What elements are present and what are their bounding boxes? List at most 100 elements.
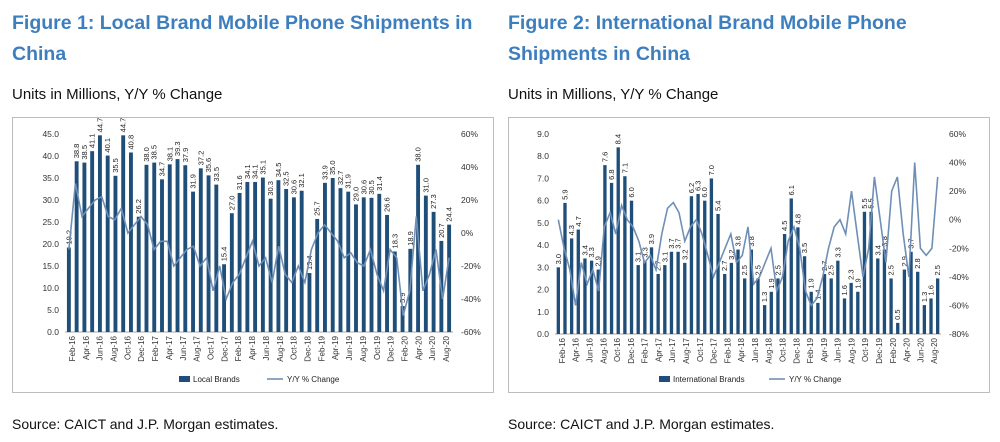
data-label: 31.0 [421, 178, 430, 193]
x-tick-label: Aug-19 [359, 335, 368, 361]
y-right-tick-label: 40% [949, 158, 966, 168]
x-tick-label: Apr-19 [331, 335, 340, 360]
x-tick-label: Oct-18 [778, 337, 787, 362]
data-label: 44.7 [119, 118, 128, 132]
bar [136, 216, 141, 332]
bar [400, 306, 405, 332]
data-label: 6.0 [700, 187, 709, 197]
x-tick-label: Apr-17 [165, 335, 174, 360]
legend-line-label: Y/Y % Change [789, 375, 842, 384]
data-label: 38.5 [80, 145, 89, 160]
bar [237, 192, 242, 332]
data-label: 1.6 [840, 285, 849, 295]
x-tick-label: Apr-16 [572, 337, 581, 362]
legend-bar-swatch [659, 376, 670, 382]
data-label: 4.8 [793, 214, 802, 224]
x-tick-label: Jun-18 [751, 337, 760, 362]
bar [423, 195, 428, 332]
x-tick-label: Oct-16 [123, 335, 132, 360]
bar [882, 249, 887, 334]
data-label: 41.1 [88, 134, 97, 149]
data-label: 31.9 [344, 174, 353, 189]
y-left-tick-label: 45.0 [42, 129, 59, 139]
x-tick-label: Apr-20 [903, 337, 912, 362]
data-label: 34.5 [274, 163, 283, 178]
bar [669, 251, 674, 334]
y-right-tick-label: 0% [949, 215, 962, 225]
data-label: 3.3 [833, 247, 842, 257]
data-label: 4.3 [567, 225, 576, 235]
x-tick-label: Apr-17 [654, 337, 663, 362]
x-tick-label: Aug-16 [110, 335, 119, 361]
x-tick-label: Apr-20 [414, 335, 423, 360]
bar [90, 151, 95, 332]
data-label: 3.2 [680, 249, 689, 259]
bar [589, 260, 594, 334]
data-label: 5.4 [714, 201, 723, 211]
bar [689, 196, 694, 334]
data-label: 2.5 [827, 265, 836, 275]
y-right-tick-label: -40% [949, 272, 969, 282]
data-label: 25.7 [313, 201, 322, 216]
bar [377, 193, 382, 332]
data-label: 3.0 [554, 254, 563, 264]
bar [97, 135, 102, 332]
data-label: 2.8 [913, 258, 922, 268]
data-label: 27.0 [227, 196, 236, 211]
bar [816, 302, 820, 334]
x-tick-label: Apr-18 [737, 337, 746, 362]
data-label: 38.0 [414, 147, 423, 162]
y-left-tick-label: 9.0 [537, 129, 549, 139]
data-label: 31.6 [235, 175, 244, 190]
y-right-tick-label: -20% [949, 243, 969, 253]
y-left-tick-label: 1.0 [537, 307, 549, 317]
yoy-change-line [68, 183, 450, 316]
data-label: 3.5 [800, 243, 809, 253]
data-label: 3.8 [747, 236, 756, 246]
y-left-tick-label: 40.0 [42, 151, 59, 161]
data-label: 19.2 [64, 230, 73, 245]
x-tick-label: Dec-16 [137, 335, 146, 361]
bar [663, 265, 667, 334]
yoy-change-line [557, 162, 939, 307]
x-tick-label: Jun-16 [585, 337, 594, 362]
data-label: 2.5 [740, 265, 749, 275]
x-tick-label: Aug-20 [930, 337, 939, 363]
data-label: 31.9 [189, 174, 198, 189]
data-label: 4.5 [780, 221, 789, 231]
bar [198, 168, 203, 332]
bar [782, 234, 787, 334]
bar [822, 274, 827, 334]
bar [392, 251, 397, 332]
bar [616, 147, 620, 334]
data-label: 8.4 [614, 134, 623, 144]
data-label: 7.0 [707, 165, 716, 175]
x-tick-label: Oct-16 [613, 337, 622, 362]
data-label: 3.4 [580, 245, 589, 255]
data-label: 5.9 [560, 189, 569, 199]
chart-frame: 0.0 5.0 10.0 15.0 20.0 25.0 30.0 35.0 40.0 45.0 -6… [12, 117, 494, 393]
bar [762, 305, 767, 334]
x-tick-label: Aug-17 [193, 335, 202, 361]
data-label: 3.1 [660, 252, 669, 262]
x-tick-label: Aug-18 [765, 337, 774, 363]
bar [729, 262, 734, 334]
data-label: 27.3 [429, 194, 438, 209]
x-tick-label: Oct-19 [373, 335, 382, 360]
bar [636, 265, 640, 334]
bar [276, 180, 281, 332]
x-tick-label: Jun-20 [916, 337, 925, 362]
data-label: 26.2 [134, 199, 143, 214]
data-label: 30.5 [367, 180, 376, 195]
y-right-tick-label: -60% [949, 300, 969, 310]
y-right-tick-label: -60% [461, 327, 481, 337]
bar [354, 204, 358, 332]
bar [756, 278, 760, 334]
x-tick-label: Jun-19 [834, 337, 843, 362]
bar [836, 260, 840, 334]
data-label: 37.2 [196, 151, 205, 166]
bar [222, 264, 227, 332]
bar [909, 251, 913, 334]
data-label: 3.3 [587, 247, 596, 257]
data-label: 29.0 [352, 187, 361, 202]
